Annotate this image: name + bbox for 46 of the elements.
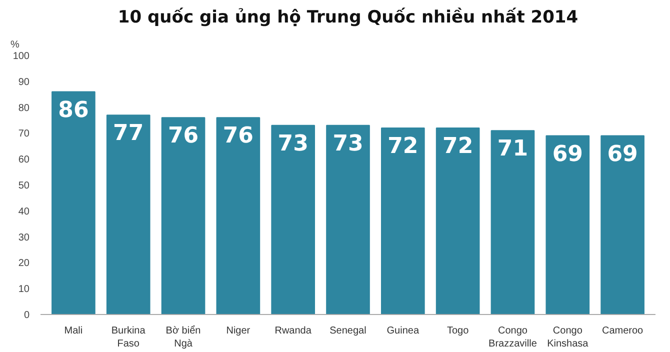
x-tick-label: Mali <box>64 326 83 336</box>
y-tick-label: 20 <box>18 258 30 270</box>
data-label: 76 <box>222 124 254 149</box>
x-tick-label: Guinea <box>386 326 420 336</box>
data-label: 86 <box>58 98 89 123</box>
bar <box>52 91 96 314</box>
data-label: 73 <box>278 131 308 156</box>
y-tick-label: 90 <box>18 76 30 88</box>
x-tick-label: Cameroo <box>602 326 644 336</box>
bar <box>271 124 316 314</box>
data-label: 76 <box>168 124 199 149</box>
bar <box>490 130 535 314</box>
y-tick-label: 40 <box>18 206 30 218</box>
x-tick-label: Bờ biển Ngà <box>166 324 201 350</box>
data-label: 69 <box>552 142 583 167</box>
bar <box>546 135 590 314</box>
bar <box>326 124 370 314</box>
y-tick-label: 10 <box>18 284 30 296</box>
bar <box>216 117 260 314</box>
data-label: 72 <box>388 134 418 160</box>
x-tick-label: Rwanda <box>274 326 312 336</box>
x-tick-label: Congo Kinshasa <box>547 326 589 350</box>
bar <box>436 128 480 314</box>
data-label: 71 <box>497 136 528 162</box>
x-tick-label: Togo <box>446 326 470 336</box>
bar <box>600 135 644 314</box>
x-tick-label: Burkina Faso <box>111 326 146 350</box>
y-tick-label: 60 <box>18 154 30 166</box>
bar <box>106 114 150 314</box>
x-tick-label: Senegal <box>330 326 366 336</box>
y-tick-label: 70 <box>18 128 30 140</box>
data-label: 77 <box>113 121 144 146</box>
data-label: 73 <box>332 131 364 156</box>
data-label: 72 <box>442 134 474 160</box>
y-tick-label: 100 <box>12 51 30 62</box>
bar <box>161 117 206 314</box>
x-tick-label: Niger <box>226 326 251 336</box>
bar <box>380 128 425 314</box>
y-axis-title: % <box>10 40 20 50</box>
y-tick-label: 30 <box>18 232 30 244</box>
y-tick-label: 50 <box>18 180 30 192</box>
x-tick-label: Congo Brazzaville <box>488 326 538 350</box>
y-tick-label: 0 <box>24 310 30 321</box>
chart-title: 10 quốc gia ủng hộ Trung Quốc nhiều nhất 2014 <box>118 8 578 28</box>
data-label: 69 <box>607 142 638 167</box>
y-tick-label: 80 <box>18 102 30 114</box>
